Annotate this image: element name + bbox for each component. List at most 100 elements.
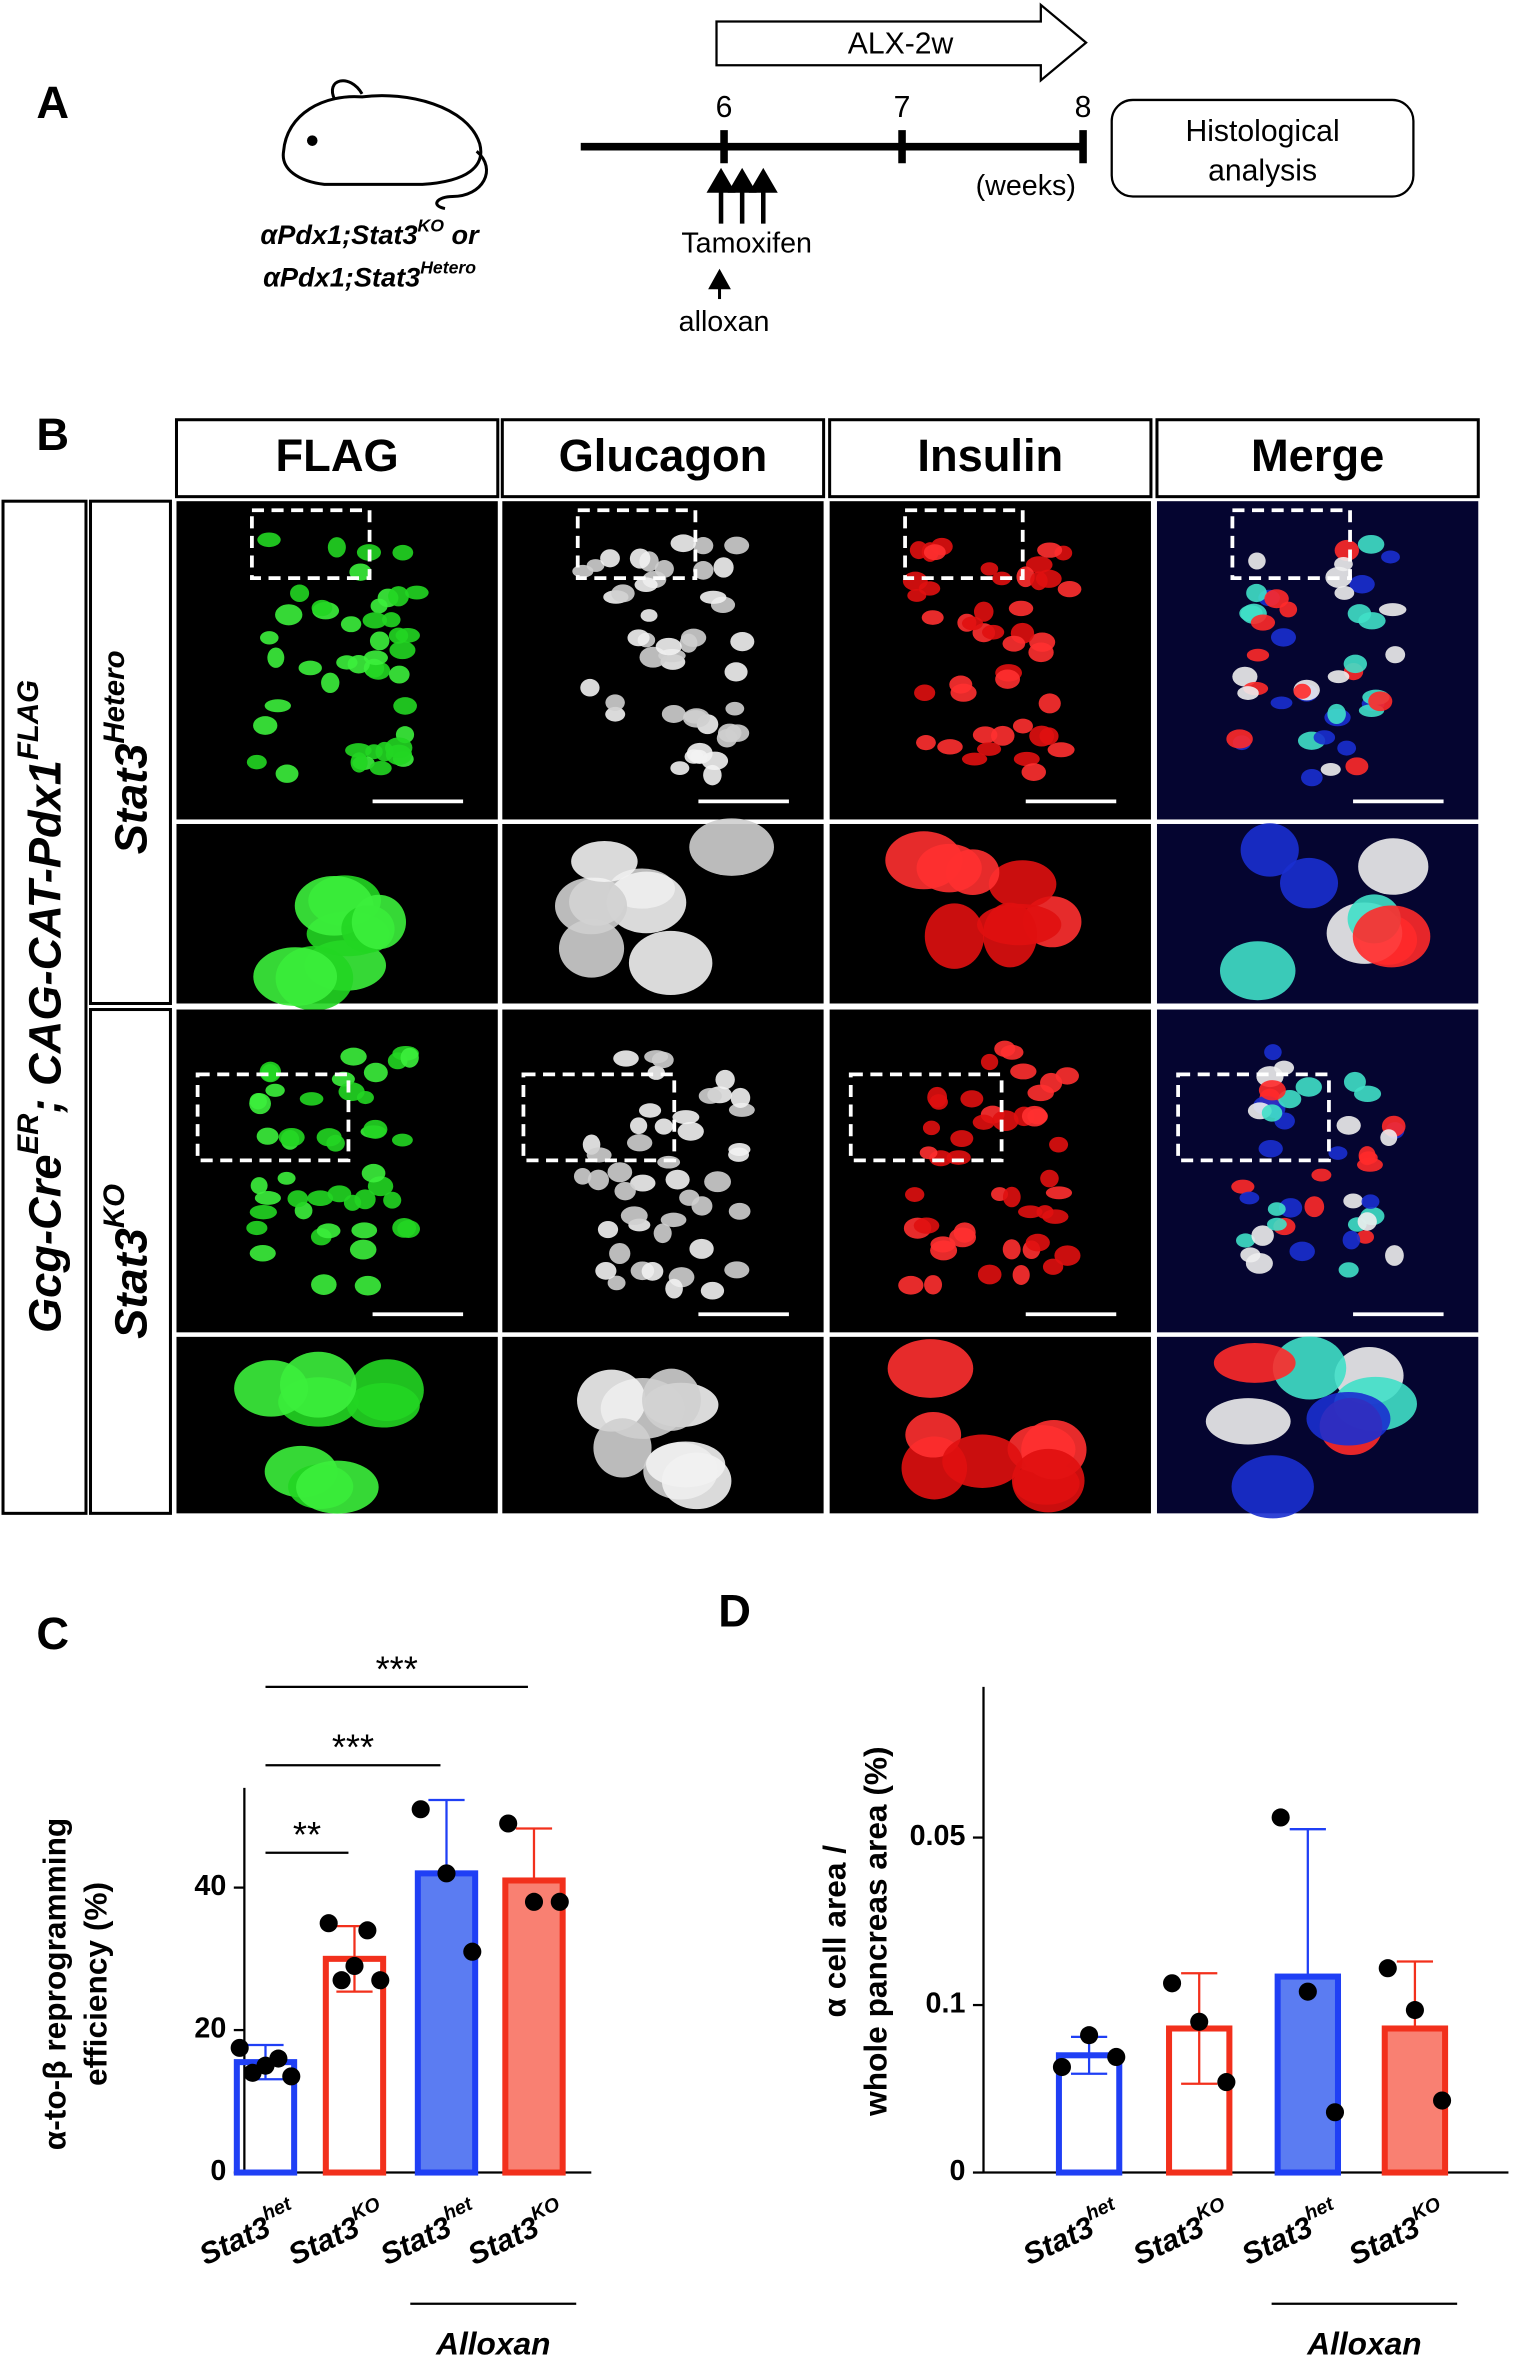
cell	[1246, 583, 1267, 603]
cell	[1336, 1116, 1361, 1135]
cell	[642, 1368, 701, 1431]
cell	[660, 1212, 687, 1228]
inset-box	[250, 508, 372, 581]
cell	[693, 537, 714, 555]
cell	[350, 1359, 424, 1422]
cell	[369, 761, 392, 776]
cell	[1334, 539, 1359, 561]
cell	[924, 903, 985, 969]
cell	[724, 662, 748, 682]
cell	[1380, 1129, 1398, 1147]
cell	[1381, 550, 1400, 564]
data-point	[1433, 2091, 1452, 2110]
cell	[1245, 1253, 1273, 1274]
data-point	[1217, 2073, 1236, 2092]
row-label: Stat3Hetero	[98, 650, 156, 854]
cell	[389, 641, 416, 660]
cell	[254, 1191, 281, 1205]
cell	[1246, 648, 1270, 662]
cell	[1352, 905, 1431, 968]
cell	[1226, 729, 1253, 749]
cell	[1295, 1077, 1322, 1097]
cell	[299, 1092, 324, 1106]
genotype-label-part: FLAG	[12, 680, 45, 760]
data-point	[1080, 2026, 1099, 2045]
cell	[1358, 838, 1429, 895]
cell	[950, 683, 977, 702]
cell	[700, 1281, 725, 1300]
cell	[703, 764, 722, 786]
cell	[977, 903, 1062, 946]
cell	[249, 1245, 276, 1262]
cell	[698, 1088, 722, 1104]
cell	[680, 628, 707, 647]
cell	[677, 1121, 704, 1141]
injection-label: alloxan	[679, 306, 770, 338]
cell	[611, 584, 635, 603]
cell	[363, 1119, 388, 1139]
data-point	[524, 1892, 544, 1911]
cell	[725, 701, 745, 716]
cell	[600, 549, 620, 568]
cell	[613, 1050, 639, 1067]
genotype-label-part: Gcg-Cre	[19, 1155, 70, 1334]
cell	[724, 536, 750, 555]
cell	[405, 585, 429, 600]
group-label: Alloxan	[1306, 2325, 1421, 2361]
cell	[1264, 1044, 1282, 1061]
cell	[654, 560, 674, 578]
cell	[1267, 1217, 1287, 1231]
cell	[980, 562, 999, 576]
genotype-label-part: αPdx1;Stat3	[263, 262, 420, 293]
cell	[670, 761, 690, 776]
row-label-part: Stat3	[105, 1228, 156, 1339]
cell	[924, 1275, 943, 1295]
cell	[340, 616, 362, 633]
cell	[913, 1217, 940, 1234]
cell	[665, 1169, 690, 1190]
cell	[651, 1051, 674, 1069]
data-point	[1325, 2103, 1345, 2122]
cell	[728, 1147, 750, 1162]
cell	[730, 631, 755, 652]
cell	[382, 612, 401, 628]
cell	[277, 1171, 296, 1185]
cell	[393, 697, 417, 715]
cell	[605, 694, 625, 711]
cell	[1250, 614, 1276, 631]
cell	[961, 616, 984, 631]
y-axis-label: whole pancreas area (%)	[857, 1746, 893, 2116]
column-header: Merge	[1251, 430, 1384, 481]
cell	[620, 1206, 648, 1225]
significance-label: ***	[376, 1648, 418, 1689]
data-point	[1298, 1982, 1317, 2001]
cell	[1337, 740, 1357, 756]
cell	[1021, 1105, 1048, 1127]
cell	[351, 894, 407, 950]
cell	[1358, 612, 1386, 630]
cell	[937, 739, 963, 755]
cell	[597, 1220, 619, 1239]
mouse-icon	[281, 79, 488, 211]
cell	[345, 743, 372, 758]
data-point	[1271, 1808, 1290, 1827]
cell	[606, 871, 687, 934]
cell	[605, 706, 626, 722]
data-point	[1107, 2047, 1126, 2067]
row-label: Stat3KO	[98, 1184, 156, 1339]
row-label-part: Hetero	[98, 650, 131, 743]
cell	[887, 1339, 974, 1398]
genotype-label-part: ; CAG-CAT-Pdx1	[19, 760, 70, 1114]
cell	[1358, 1146, 1376, 1166]
bar	[1166, 2025, 1233, 2176]
cell	[1349, 575, 1375, 594]
data-point	[332, 1971, 351, 1990]
cell	[923, 544, 946, 561]
cell	[916, 843, 982, 893]
column-header-box	[500, 418, 826, 499]
micrograph	[1156, 823, 1479, 1004]
cell	[577, 1369, 646, 1432]
cell	[942, 1434, 1023, 1488]
data-point	[437, 1864, 456, 1883]
y-tick-label: 0.05	[910, 1820, 966, 1852]
